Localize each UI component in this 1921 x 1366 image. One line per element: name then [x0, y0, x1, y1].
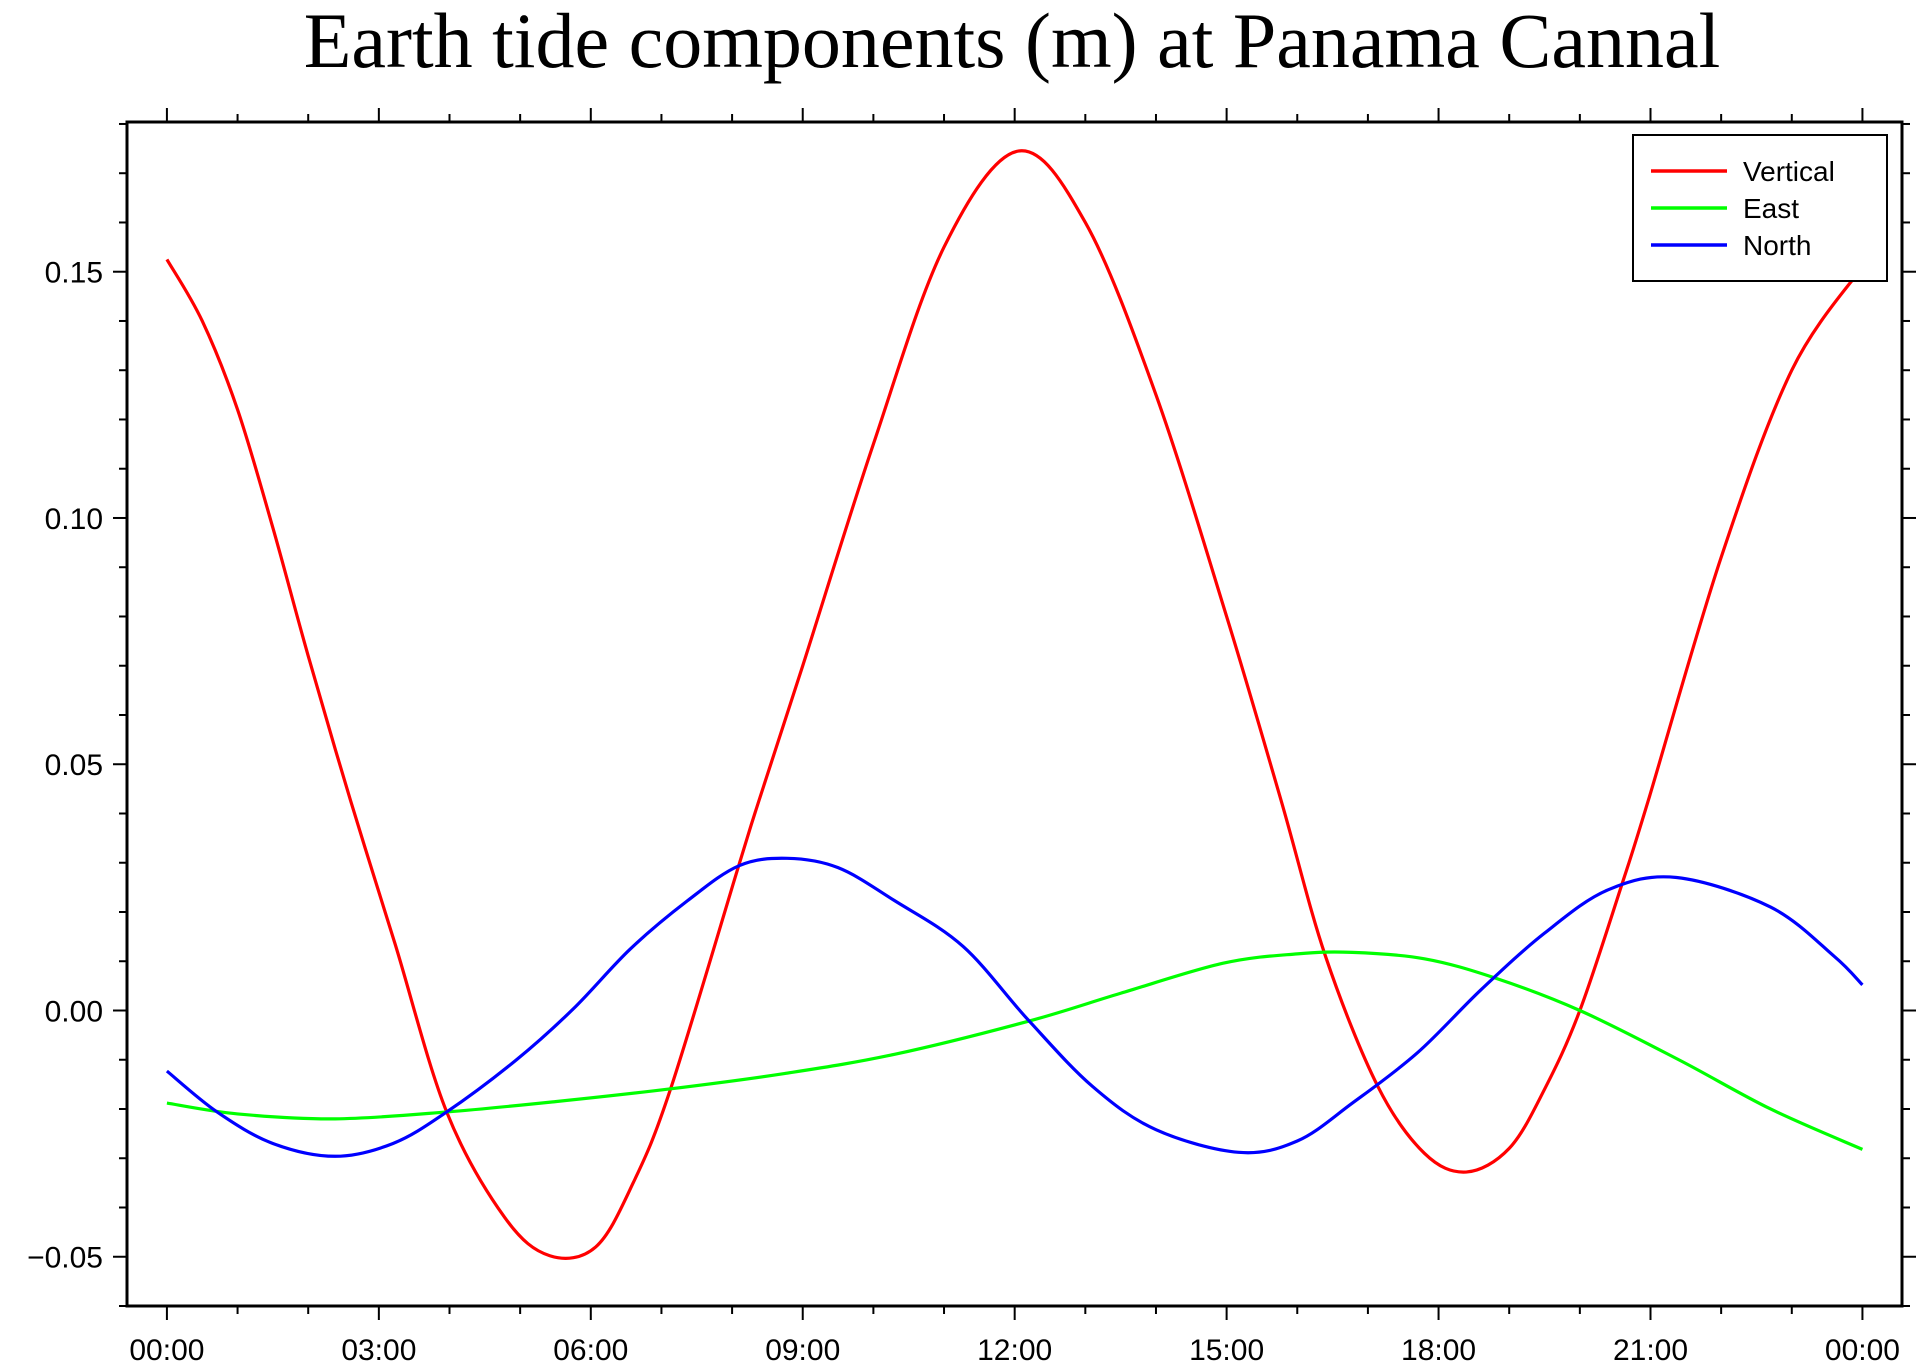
legend-label: North: [1743, 230, 1811, 261]
legend: Vertical East North: [1632, 134, 1888, 282]
legend-label: Vertical: [1743, 156, 1835, 187]
y-tick-label: 0.10: [45, 503, 103, 536]
x-tick-label: 18:00: [1401, 1334, 1476, 1366]
plot-frame: [125, 120, 1904, 1308]
series-line-east: [166, 950, 1864, 1151]
y-tick-label: 0.00: [45, 995, 103, 1028]
x-tick-label: 00:00: [129, 1334, 204, 1366]
y-tick-label: 0.15: [45, 257, 103, 290]
series-line-vertical: [165, 149, 1864, 1260]
y-tick-label: 0.05: [45, 749, 103, 782]
legend-label: East: [1743, 193, 1799, 224]
x-tick-label: 00:00: [1825, 1334, 1900, 1366]
series-lines: [165, 149, 1864, 1260]
x-tick-label: 12:00: [977, 1334, 1052, 1366]
series-line-north: [165, 856, 1864, 1158]
x-tick-label: 15:00: [1189, 1334, 1264, 1366]
x-tick-label: 09:00: [765, 1334, 840, 1366]
x-tick-label: 21:00: [1613, 1334, 1688, 1366]
chart-title: Earth tide components (m) at Panama Cann…: [304, 0, 1721, 84]
y-tick-label: −0.05: [27, 1242, 103, 1275]
axis-ticks: 00:00 03:00 06:00 09:00 12:00 15:00 18:00 21:00…: [27, 108, 1916, 1366]
x-tick-label: 03:00: [341, 1334, 416, 1366]
x-tick-label: 06:00: [553, 1334, 628, 1366]
